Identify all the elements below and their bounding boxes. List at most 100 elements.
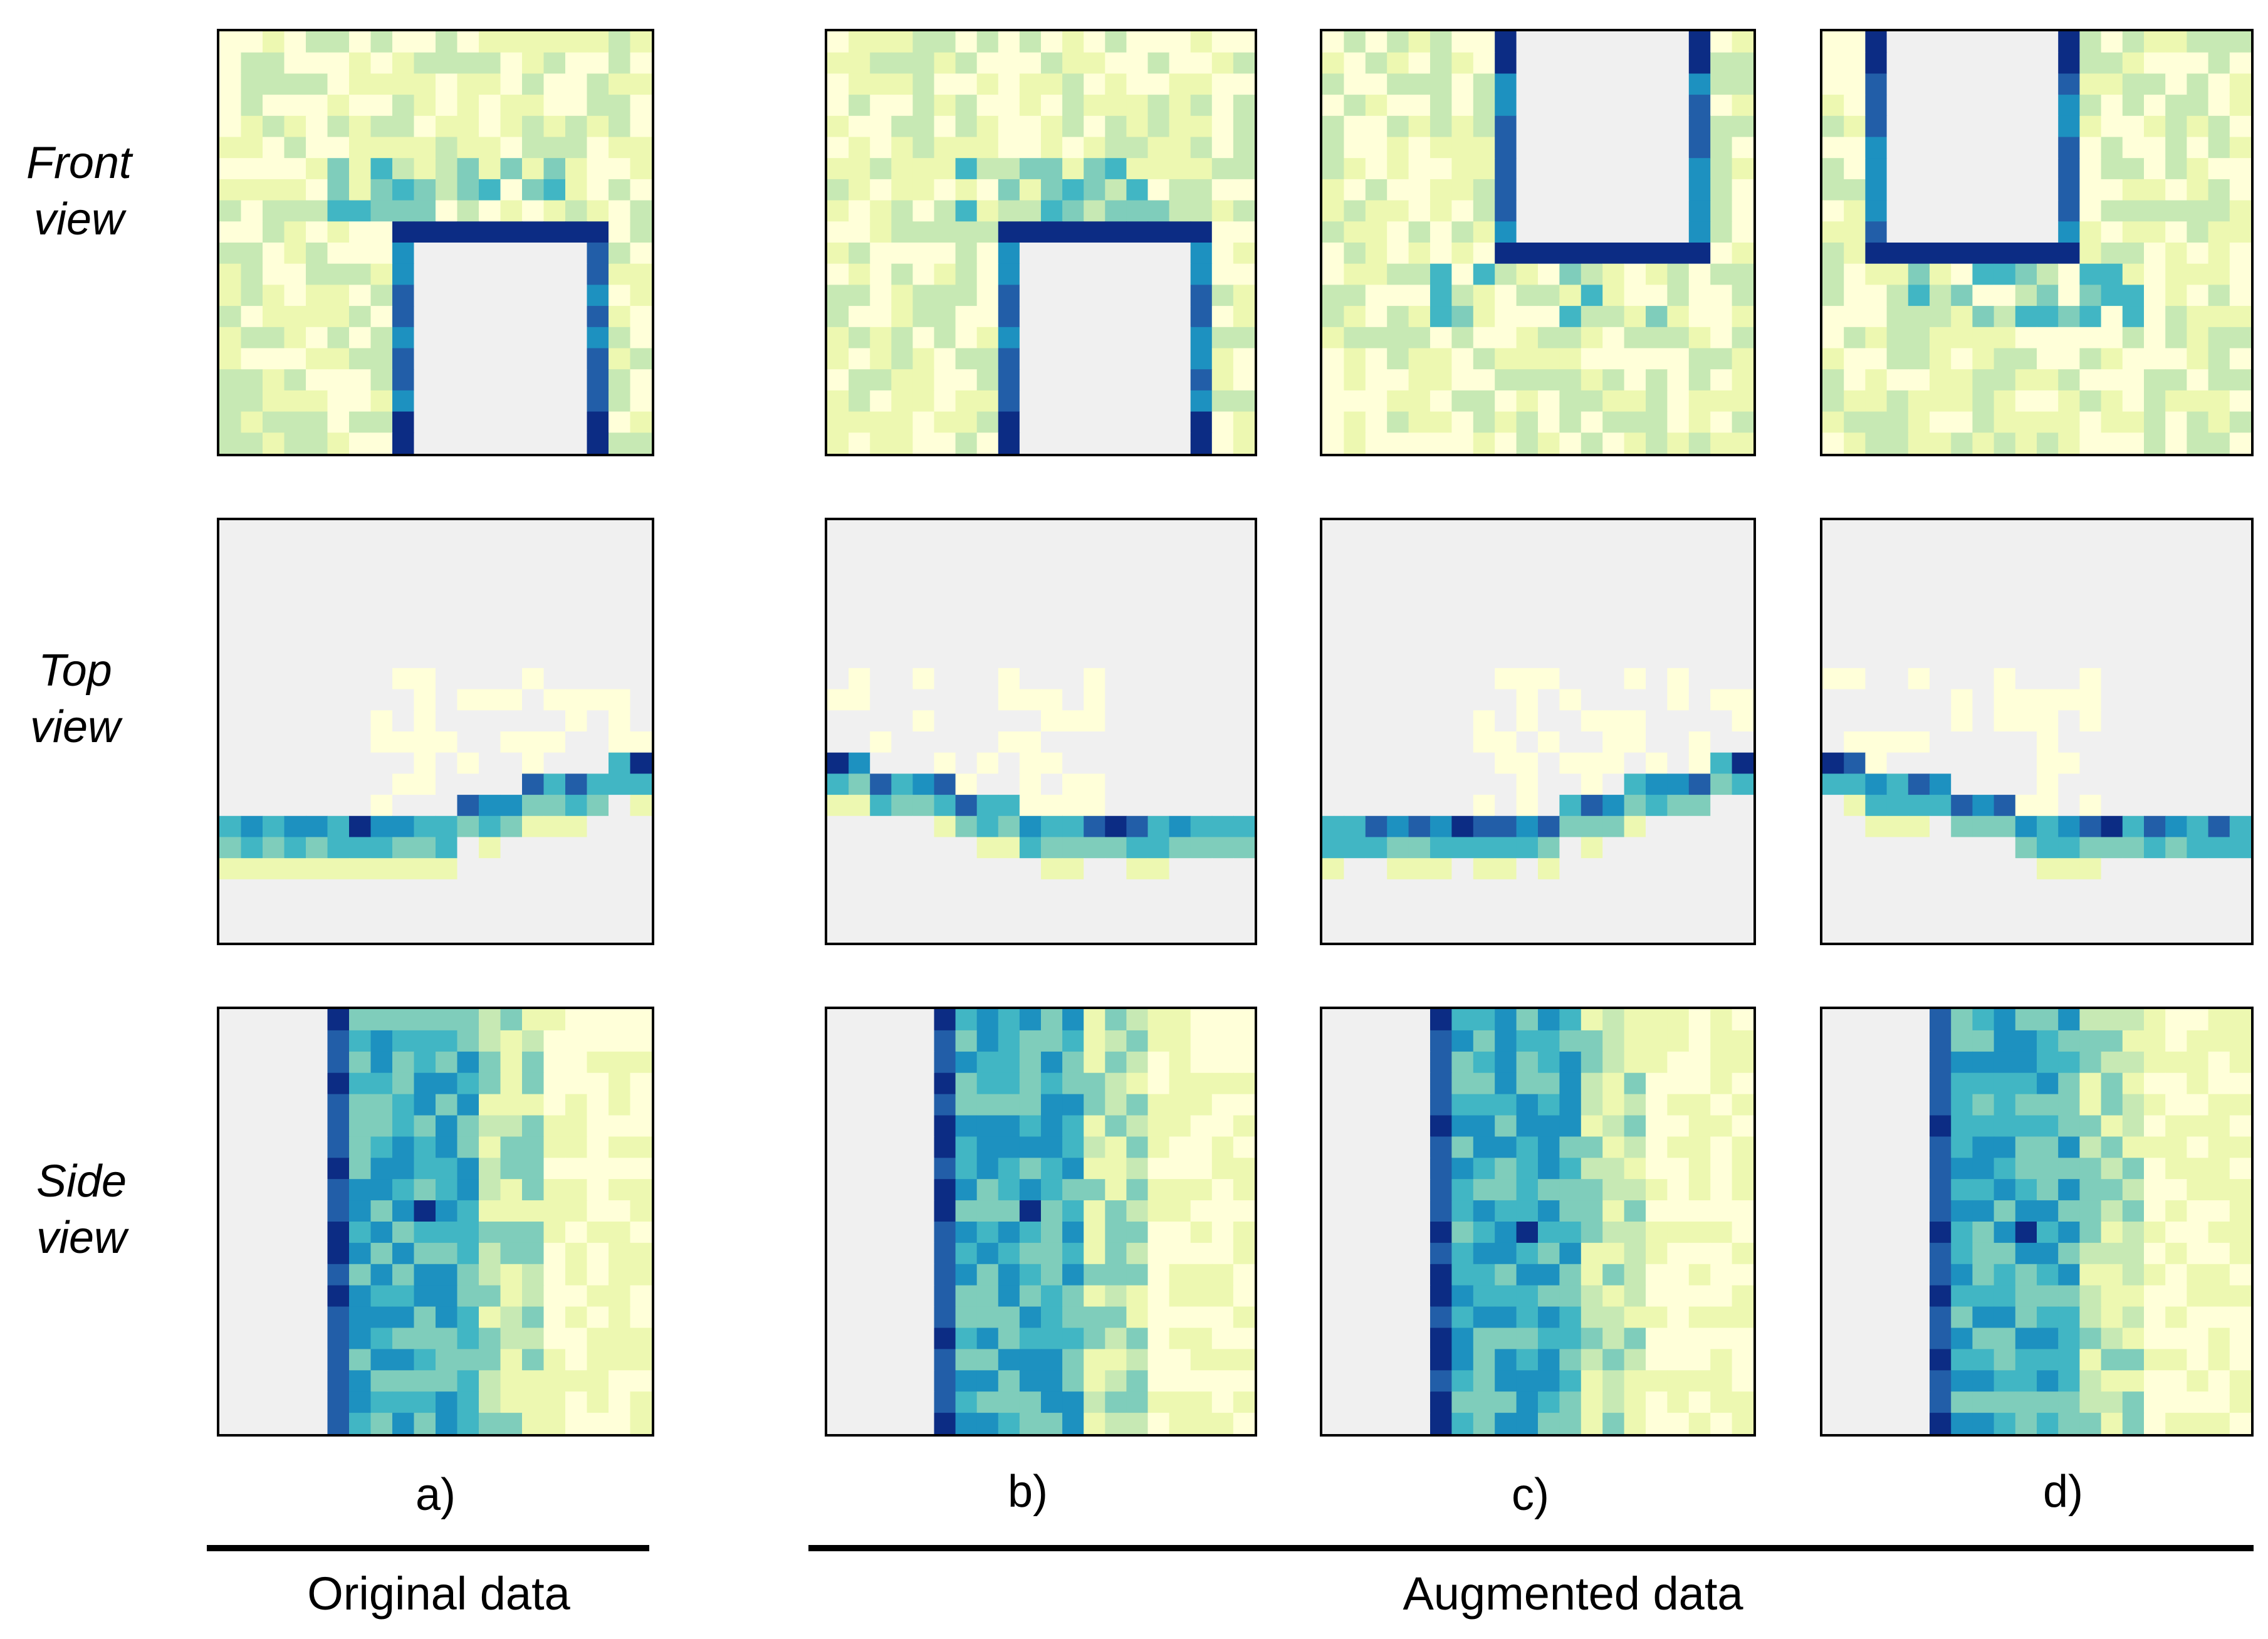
heatmap-cell (1559, 327, 1582, 349)
heatmap-cell (370, 879, 393, 901)
heatmap-cell (1147, 115, 1170, 138)
heatmap-cell (1688, 285, 1711, 306)
heatmap-cell (349, 95, 372, 117)
heatmap-cell (849, 1222, 870, 1244)
heatmap-cell (1495, 731, 1517, 753)
heatmap-cell (1019, 1158, 1042, 1180)
heatmap-cell (1344, 858, 1366, 880)
heatmap-cell (1147, 1030, 1170, 1052)
heatmap-cell (934, 158, 956, 180)
heatmap-cell (1516, 327, 1539, 349)
heatmap-cell (1495, 1200, 1517, 1222)
heatmap-cell (2229, 390, 2251, 412)
heatmap-cell (565, 879, 588, 901)
heatmap-cell (587, 1072, 609, 1095)
heatmap-cell (457, 668, 479, 690)
heatmap-cell (934, 200, 956, 222)
heatmap-cell (2079, 285, 2102, 306)
heatmap-cell (414, 1115, 436, 1138)
panel-front-d (1820, 29, 2254, 456)
heatmap-cell (2229, 1030, 2251, 1052)
heatmap-cell (870, 1136, 892, 1158)
heatmap-cell (306, 179, 328, 201)
heatmap-cell (849, 1009, 870, 1031)
heatmap-cell (1602, 285, 1625, 306)
heatmap-cell (306, 520, 328, 542)
heatmap-cell (1667, 837, 1690, 859)
heatmap-cell (1495, 1030, 1517, 1052)
heatmap-cell (565, 327, 588, 349)
heatmap-cell (630, 541, 652, 563)
heatmap-cell (306, 432, 328, 454)
heatmap-cell (587, 285, 609, 306)
heatmap-cell (370, 858, 393, 880)
heatmap-cell (1041, 647, 1063, 669)
heatmap-cell (370, 1136, 393, 1158)
heatmap-cell (1865, 1009, 1888, 1031)
heatmap-cell (2037, 1009, 2059, 1031)
heatmap-cell (2187, 921, 2209, 943)
heatmap-cell (1865, 1285, 1888, 1307)
heatmap-cell (2165, 562, 2188, 584)
heatmap-cell (1211, 221, 1234, 243)
heatmap-cell (1062, 604, 1084, 627)
heatmap-cell (436, 541, 458, 563)
heatmap-cell (1019, 390, 1042, 412)
heatmap-cell (1646, 1349, 1668, 1371)
heatmap-cell (2079, 1264, 2102, 1286)
heatmap-cell (2058, 1306, 2081, 1329)
heatmap-cell (241, 1413, 263, 1434)
heatmap-cell (1126, 921, 1149, 943)
heatmap-cell (1473, 73, 1495, 95)
heatmap-cell (1084, 921, 1105, 943)
heatmap-cell (1365, 668, 1387, 690)
heatmap-cell (500, 137, 523, 159)
heatmap-cell (1732, 1072, 1753, 1095)
heatmap-cell (1126, 879, 1149, 901)
heatmap-cell (1538, 1306, 1560, 1329)
heatmap-cell (1822, 689, 1844, 711)
heatmap-cell (1994, 1242, 2016, 1265)
heatmap-cell (2079, 411, 2102, 433)
heatmap-cell (500, 1285, 523, 1307)
heatmap-cell (1972, 390, 1995, 412)
heatmap-cell (1190, 689, 1213, 711)
heatmap-cell (2037, 1306, 2059, 1329)
heatmap-cell (891, 1115, 914, 1138)
heatmap-cell (436, 306, 458, 328)
heatmap-cell (849, 432, 870, 454)
heatmap-cell (1844, 626, 1866, 647)
heatmap-cell (1972, 858, 1995, 880)
heatmap-cell (891, 158, 914, 180)
heatmap-cell (1865, 221, 1888, 243)
heatmap-cell (1646, 263, 1668, 286)
heatmap-cell (543, 243, 566, 264)
heatmap-cell (1908, 432, 1930, 454)
heatmap-cell (1865, 837, 1888, 859)
heatmap-cell (2058, 390, 2081, 412)
heatmap-cell (827, 285, 849, 306)
heatmap-cell (241, 1285, 263, 1307)
heatmap-cell (1233, 1051, 1255, 1074)
heatmap-cell (263, 348, 285, 370)
heatmap-cell (955, 1136, 978, 1158)
heatmap-cell (1602, 327, 1625, 349)
heatmap-cell (1126, 137, 1149, 159)
heatmap-cell (241, 1094, 263, 1116)
heatmap-cell (609, 137, 631, 159)
heatmap-cell (1972, 1158, 1995, 1180)
heatmap-cell (370, 348, 393, 370)
heatmap-cell (1710, 1030, 1733, 1052)
heatmap-cell (1951, 689, 1973, 711)
heatmap-cell (414, 1264, 436, 1286)
heatmap-cell (891, 1349, 914, 1371)
heatmap-cell (1430, 263, 1453, 286)
heatmap-cell (1688, 200, 1711, 222)
heatmap-cell (1951, 1009, 1973, 1031)
heatmap-cell (1688, 52, 1711, 75)
heatmap-cell (1646, 327, 1668, 349)
heatmap-cell (500, 731, 523, 753)
heatmap-cell (436, 1051, 458, 1074)
heatmap-cell (1451, 432, 1474, 454)
heatmap-cell (241, 921, 263, 943)
